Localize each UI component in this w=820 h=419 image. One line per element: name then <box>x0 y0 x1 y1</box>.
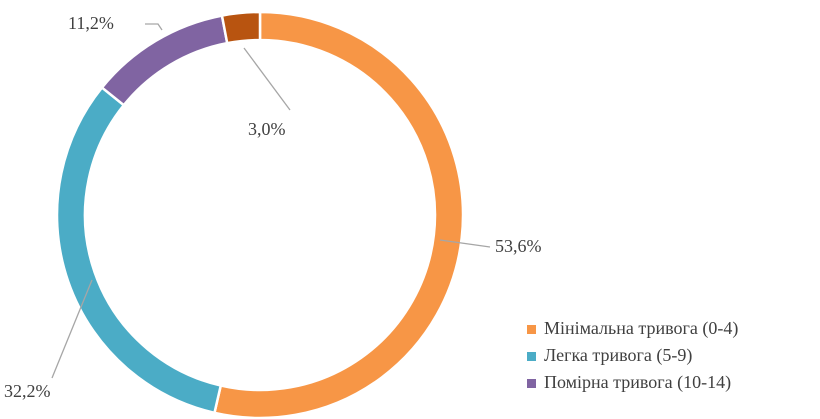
data-label: 11,2% <box>68 13 114 33</box>
donut-slice <box>55 85 223 415</box>
leader-line <box>51 279 93 379</box>
legend-swatch <box>527 325 536 334</box>
legend-label: Помірна тривога (10-14) <box>544 372 731 393</box>
leader-line <box>145 23 163 31</box>
donut-slice <box>220 10 262 45</box>
data-label: 53,6% <box>495 236 542 256</box>
legend-swatch <box>527 379 536 388</box>
data-label: 3,0% <box>248 119 286 139</box>
legend-swatch <box>527 352 536 361</box>
donut-slice <box>100 14 229 107</box>
leader-line <box>243 47 291 111</box>
leader-line <box>439 239 491 248</box>
legend-label: Легка тривога (5-9) <box>544 345 692 366</box>
data-label: 32,2% <box>4 381 51 401</box>
donut-slice <box>212 10 465 419</box>
legend-label: Мінімальна тривога (0-4) <box>544 318 738 339</box>
